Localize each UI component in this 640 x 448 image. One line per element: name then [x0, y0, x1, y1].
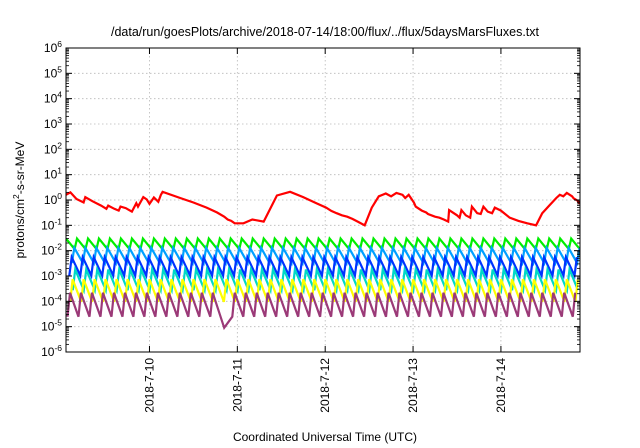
series-line-3: [68, 253, 578, 280]
y-tick-exponent: -1: [54, 216, 62, 226]
y-tick-exponent: -4: [54, 292, 62, 302]
y-tick-base: 10: [44, 142, 58, 156]
y-tick-label: 102: [44, 140, 62, 156]
y-tick-base: 10: [44, 92, 58, 106]
x-tick-label: 2018-7-12: [318, 358, 332, 413]
y-tick-base: 10: [44, 41, 58, 55]
series-line-6: [66, 292, 577, 331]
y-tick-label: 100: [44, 191, 62, 207]
y-tick-base: 10: [41, 320, 55, 334]
y-tick-exponent: 6: [57, 39, 62, 49]
y-tick-exponent: -5: [54, 318, 62, 328]
y-tick-label: 10-3: [41, 267, 62, 283]
y-tick-base: 10: [41, 269, 55, 283]
y-axis-label-sup: 2: [11, 194, 21, 199]
x-axis-label: Coordinated Universal Time (UTC): [233, 430, 417, 444]
series-line-2: [70, 244, 580, 267]
y-tick-exponent: -2: [54, 242, 62, 252]
y-tick-label: 10-1: [41, 216, 62, 232]
y-tick-label: 106: [44, 39, 62, 55]
x-tick-label: 2018-7-13: [406, 358, 420, 413]
y-tick-base: 10: [44, 193, 58, 207]
y-tick-exponent: 1: [57, 166, 62, 176]
y-tick-base: 10: [41, 294, 55, 308]
y-tick-exponent: -6: [54, 343, 62, 353]
series-line-5: [69, 278, 579, 303]
y-tick-label: 101: [44, 166, 62, 182]
y-tick-base: 10: [44, 168, 58, 182]
y-tick-label: 10-2: [41, 242, 62, 258]
y-axis: 10-610-510-410-310-210-11001011021031041…: [41, 39, 580, 359]
series-line-4: [71, 265, 580, 295]
y-tick-base: 10: [44, 117, 58, 131]
y-axis-label-main: protons/cm: [13, 199, 27, 258]
y-tick-base: 10: [41, 244, 55, 258]
y-tick-base: 10: [41, 218, 55, 232]
series-line-1: [66, 236, 580, 252]
y-tick-label: 103: [44, 115, 62, 131]
x-tick-label: 2018-7-10: [142, 358, 156, 413]
y-tick-exponent: -3: [54, 267, 62, 277]
y-tick-label: 105: [44, 64, 62, 80]
x-tick-label: 2018-7-11: [230, 358, 244, 412]
y-tick-exponent: 5: [57, 64, 62, 74]
y-tick-label: 10-6: [41, 343, 62, 359]
y-tick-label: 10-4: [41, 292, 62, 308]
y-tick-exponent: 0: [57, 191, 62, 201]
chart-title: /data/run/goesPlots/archive/2018-07-14/1…: [111, 25, 540, 39]
x-axis: 2018-7-10 2018-7-11 2018-7-12 2018-7-13 2018…: [142, 48, 508, 413]
y-tick-label: 10-5: [41, 318, 62, 334]
x-tick-label: 2018-7-14: [494, 358, 508, 413]
y-tick-exponent: 2: [57, 140, 62, 150]
y-axis-label: protons/cm2-s-sr-MeV: [11, 142, 27, 259]
y-tick-base: 10: [41, 345, 55, 359]
series-group: [66, 190, 580, 331]
y-tick-exponent: 4: [57, 90, 62, 100]
series-line-0: [66, 190, 580, 227]
y-axis-label-rest: -s-sr-MeV: [13, 142, 27, 195]
y-tick-exponent: 3: [57, 115, 62, 125]
y-tick-label: 104: [44, 90, 62, 106]
y-tick-base: 10: [44, 66, 58, 80]
